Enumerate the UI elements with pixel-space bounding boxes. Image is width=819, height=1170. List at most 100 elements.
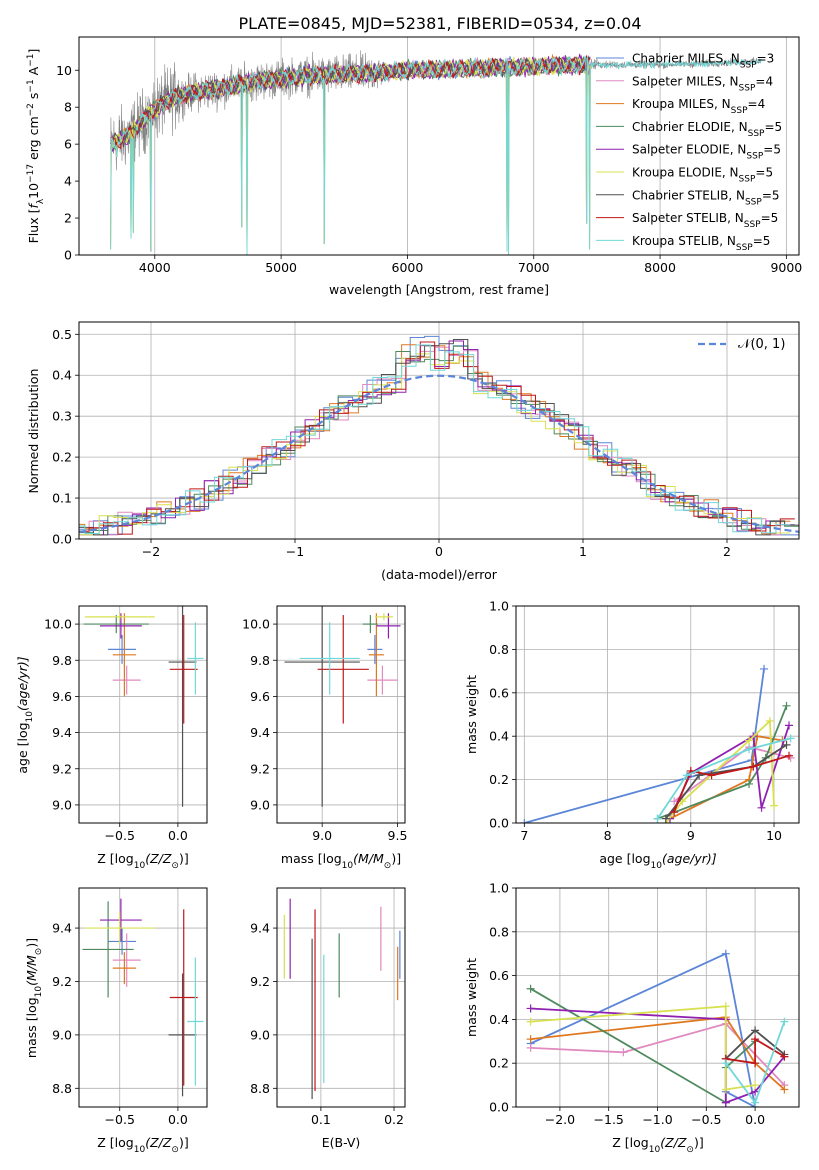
tick-label-x: 8000 xyxy=(644,260,676,275)
tick-label-y: 2 xyxy=(64,211,72,226)
label-part: )] xyxy=(179,851,189,866)
label-part: )] xyxy=(24,938,39,948)
error-bar-point xyxy=(169,615,198,724)
error-bar-point xyxy=(187,622,204,695)
label-part: −2 xyxy=(26,103,36,116)
series-marker xyxy=(721,1098,730,1107)
label-part: mass [log xyxy=(24,997,39,1058)
series-marker xyxy=(526,1017,535,1026)
label-part: =3 xyxy=(757,52,775,66)
tick-label-y: 10.0 xyxy=(44,617,72,632)
tick-label-y: 0.8 xyxy=(489,642,509,657)
label-part: SSP xyxy=(748,129,765,139)
x-axis-label: E(B-V) xyxy=(322,1135,361,1150)
error-bar-point xyxy=(362,615,378,634)
axes-spectrum: 4000 5000 6000 7000 8000 9000 0 2 4 6 8 10 Chabrier … xyxy=(26,36,802,297)
error-bar-point xyxy=(299,622,360,695)
label-part: Z [log xyxy=(97,1135,133,1150)
plot-area-mass-vs-ebv xyxy=(283,898,401,1099)
series-line xyxy=(656,737,791,820)
series-line xyxy=(530,1005,756,1091)
tick-label-y: 9.0 xyxy=(250,797,270,812)
label-part: =5 xyxy=(761,211,779,225)
series-line xyxy=(524,668,765,823)
label-part: Z [log xyxy=(97,851,133,866)
series-marker xyxy=(721,1085,730,1094)
legend-label: Chabrier ELODIE, NSSP=5 xyxy=(632,120,782,139)
label-part: (age/yr)] xyxy=(662,851,717,866)
error-bar-point xyxy=(284,606,360,807)
label-part: −1 xyxy=(26,53,36,66)
tick-label-y: 9.2 xyxy=(52,761,72,776)
tick-label-x: 9 xyxy=(687,828,695,843)
legend-label: Chabrier MILES, NSSP=3 xyxy=(632,52,774,71)
series-marker xyxy=(782,740,791,749)
label-part: Kroupa STELIB, N xyxy=(632,234,736,248)
legend-label: Kroupa MILES, NSSP=4 xyxy=(632,97,765,116)
tick-label-y: 9.8 xyxy=(250,653,270,668)
tick-label-y: 9.6 xyxy=(52,689,72,704)
tick-label-x: 6000 xyxy=(392,260,424,275)
x-axis-label: age [log10(age/yr)] xyxy=(599,851,716,871)
histogram-step xyxy=(79,345,799,539)
series-marker xyxy=(745,745,754,754)
mass-weight-series xyxy=(526,1002,760,1094)
axes-frame xyxy=(78,36,800,256)
label-part: (Z/Z xyxy=(145,1135,172,1150)
label-part: 10 xyxy=(651,861,663,871)
error-bar-point xyxy=(187,957,204,1086)
model-spectrum-line xyxy=(110,53,591,255)
label-part: Salpeter ELODIE, N xyxy=(632,143,746,157)
label-part: Chabrier MILES, N xyxy=(632,52,740,66)
label-part: Z [log xyxy=(612,1135,648,1150)
tick-label-x: −2.0 xyxy=(545,1112,575,1127)
series-marker xyxy=(661,814,670,823)
label-part: Salpeter MILES, N xyxy=(632,74,739,88)
tick-label-x: −1.5 xyxy=(594,1112,624,1127)
label-part: λ xyxy=(36,198,46,204)
series-marker xyxy=(520,819,529,823)
tick-label-x: −1 xyxy=(286,544,304,559)
series-marker xyxy=(721,1059,730,1068)
axes-frame xyxy=(515,887,800,1108)
mass-weight-series xyxy=(520,664,769,823)
tick-label-y: 9.2 xyxy=(250,974,270,989)
tick-label-x: −0.5 xyxy=(105,1112,135,1127)
label-part: (M/M xyxy=(353,851,384,866)
label-part: )] xyxy=(694,1135,704,1150)
series-marker xyxy=(780,1017,789,1026)
histogram-step xyxy=(79,339,799,539)
series-line xyxy=(725,1037,785,1065)
legend-label: Salpeter MILES, NSSP=4 xyxy=(632,74,773,93)
tick-label-x: −0.5 xyxy=(691,1112,721,1127)
error-bar-point xyxy=(84,912,155,945)
error-bar-point xyxy=(367,665,398,695)
error-bar-point xyxy=(112,952,137,985)
series-marker xyxy=(760,664,769,673)
series-marker xyxy=(707,771,716,780)
series-marker xyxy=(745,779,754,788)
tick-label-x: 4000 xyxy=(139,260,171,275)
label-part: =5 xyxy=(753,234,771,248)
label-part: )] xyxy=(391,851,401,866)
label-part: (Z/Z xyxy=(145,851,172,866)
series-marker xyxy=(751,1059,760,1068)
tick-label-y: 10 xyxy=(56,63,72,78)
tick-label-y: 9.4 xyxy=(52,921,72,936)
series-marker xyxy=(526,984,535,993)
x-axis-label: Z [log10(Z/Z⊙)] xyxy=(612,1135,703,1155)
tick-label-y: 0.8 xyxy=(489,924,509,939)
label-part: Salpeter STELIB, N xyxy=(632,211,744,225)
label-part: age [log xyxy=(599,851,650,866)
tick-label-y: 0.2 xyxy=(489,772,509,787)
tick-label-x: 5000 xyxy=(265,260,297,275)
tick-label-y: 0.3 xyxy=(52,409,72,424)
label-part: )] xyxy=(179,1135,189,1150)
label-part: 10 xyxy=(342,861,354,871)
y-axis-label: mass weight xyxy=(464,958,479,1037)
plot-area-residuals xyxy=(79,335,799,539)
label-part: =5 xyxy=(764,120,782,134)
tick-label-x: 0 xyxy=(435,544,443,559)
tick-label-x: 9.0 xyxy=(312,828,332,843)
